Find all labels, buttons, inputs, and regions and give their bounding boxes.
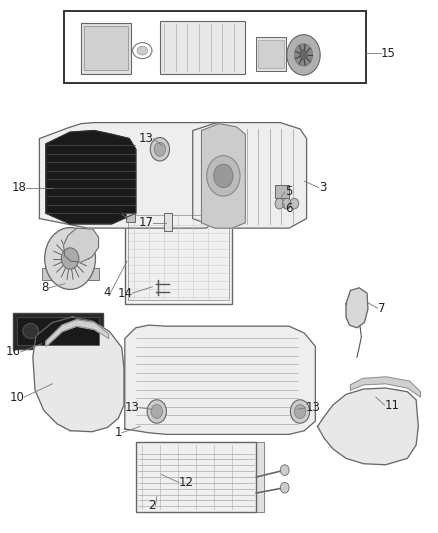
Circle shape <box>214 164 233 188</box>
Polygon shape <box>346 288 368 328</box>
Text: 2: 2 <box>148 499 155 512</box>
Circle shape <box>207 156 240 196</box>
Circle shape <box>283 198 291 209</box>
Text: 1: 1 <box>114 426 122 439</box>
Polygon shape <box>64 228 99 262</box>
Text: 3: 3 <box>319 181 326 194</box>
Circle shape <box>150 138 170 161</box>
Polygon shape <box>125 325 315 434</box>
Text: 17: 17 <box>138 216 153 229</box>
Text: 15: 15 <box>381 47 396 60</box>
Polygon shape <box>46 131 136 224</box>
Text: 7: 7 <box>378 302 385 314</box>
Bar <box>13 313 103 349</box>
Circle shape <box>300 51 307 59</box>
Circle shape <box>151 405 162 418</box>
Circle shape <box>154 142 166 156</box>
Circle shape <box>294 405 306 418</box>
Text: 13: 13 <box>124 401 139 414</box>
Circle shape <box>287 35 320 75</box>
Bar <box>42 268 99 280</box>
Bar <box>258 40 284 68</box>
Polygon shape <box>318 388 418 465</box>
Bar <box>136 442 256 512</box>
Bar <box>81 23 131 74</box>
Bar <box>84 26 128 70</box>
Text: 11: 11 <box>385 399 399 411</box>
Text: 18: 18 <box>11 181 26 194</box>
Polygon shape <box>144 442 264 512</box>
Bar <box>128 215 229 300</box>
Circle shape <box>45 228 95 289</box>
Bar <box>17 317 99 345</box>
Text: 4: 4 <box>103 286 111 298</box>
Ellipse shape <box>133 43 152 59</box>
Circle shape <box>290 400 310 423</box>
Text: 12: 12 <box>179 476 194 489</box>
Circle shape <box>61 248 79 269</box>
Text: 10: 10 <box>9 391 24 403</box>
Bar <box>164 213 172 231</box>
Bar <box>125 211 232 304</box>
Polygon shape <box>193 123 307 228</box>
Polygon shape <box>350 377 420 397</box>
Bar <box>256 37 286 71</box>
Circle shape <box>275 198 284 209</box>
Circle shape <box>280 482 289 493</box>
Ellipse shape <box>23 324 39 338</box>
Text: 6: 6 <box>285 203 292 215</box>
Bar <box>64 11 366 83</box>
Text: 13: 13 <box>138 132 153 145</box>
Bar <box>126 213 135 222</box>
Circle shape <box>280 465 289 475</box>
Polygon shape <box>201 124 245 228</box>
Circle shape <box>294 44 313 66</box>
Text: 16: 16 <box>6 345 21 358</box>
Polygon shape <box>46 320 109 346</box>
Bar <box>160 21 245 74</box>
Text: 14: 14 <box>117 287 132 300</box>
Ellipse shape <box>137 46 148 55</box>
Text: 13: 13 <box>306 401 321 414</box>
Text: 8: 8 <box>42 281 49 294</box>
Circle shape <box>147 400 166 423</box>
Circle shape <box>290 198 299 209</box>
Text: 5: 5 <box>285 185 292 198</box>
Text: 9: 9 <box>114 208 122 221</box>
Bar <box>275 185 289 198</box>
Polygon shape <box>39 123 223 228</box>
Polygon shape <box>33 317 124 432</box>
